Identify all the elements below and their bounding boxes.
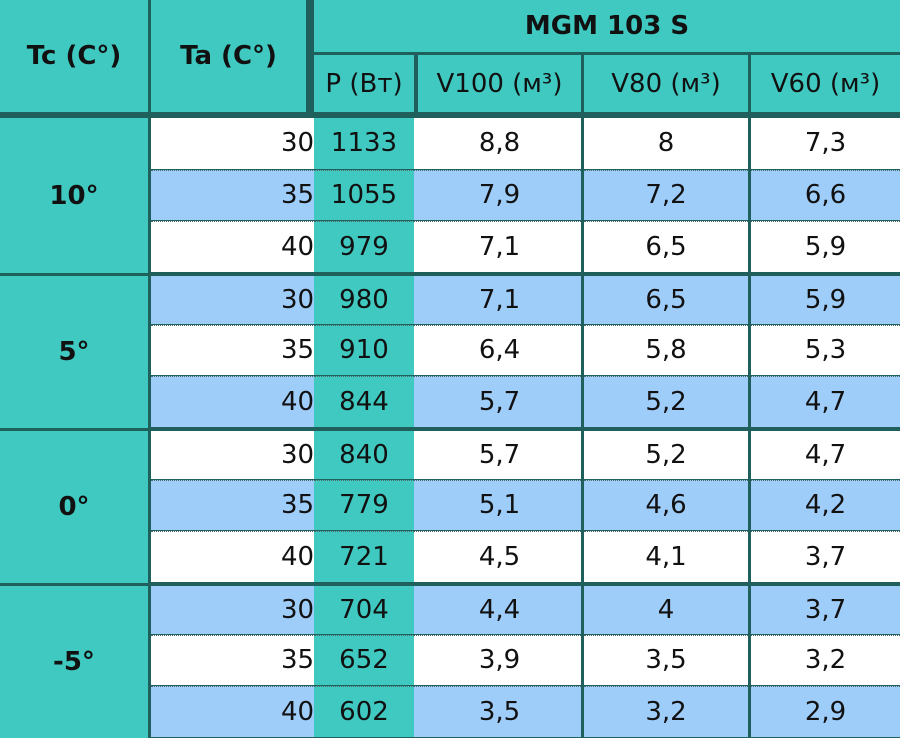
value-cell: 979 xyxy=(314,221,414,272)
value-cell: 5,2 xyxy=(584,431,748,479)
value-cell: 840 xyxy=(314,431,414,479)
value-cell: 7,1 xyxy=(418,276,581,324)
tc-group: 5° xyxy=(0,276,148,428)
value-cell: 4 xyxy=(584,586,748,634)
value-cell: 1055 xyxy=(314,169,414,221)
value-cell: 721 xyxy=(314,531,414,582)
value-cell: 3,7 xyxy=(751,586,900,634)
value-cell: 5,9 xyxy=(751,276,900,324)
value-cell: 5,1 xyxy=(418,479,581,531)
model-header: MGM 103 S xyxy=(314,0,900,52)
value-cell: 980 xyxy=(314,276,414,324)
value-cell: 4,7 xyxy=(751,376,900,427)
column-header: V60 (м³) xyxy=(751,55,900,112)
value-cell: 5,2 xyxy=(584,376,748,427)
value-cell: 8 xyxy=(584,118,748,169)
tc-group: 10° xyxy=(0,118,148,273)
value-cell: 779 xyxy=(314,479,414,531)
value-cell: 3,5 xyxy=(418,686,581,737)
value-cell: 4,1 xyxy=(584,531,748,582)
value-cell: 1133 xyxy=(314,118,414,169)
value-cell: 7,1 xyxy=(418,221,581,272)
value-cell: 4,6 xyxy=(584,479,748,531)
value-cell: 5,3 xyxy=(751,324,900,376)
value-cell: 910 xyxy=(314,324,414,376)
value-cell: 704 xyxy=(314,586,414,634)
value-cell: 4,2 xyxy=(751,479,900,531)
value-cell: 6,5 xyxy=(584,221,748,272)
column-header: V100 (м³) xyxy=(418,55,581,112)
value-cell: 3,5 xyxy=(584,634,748,686)
value-cell: 5,7 xyxy=(418,431,581,479)
column-header: V80 (м³) xyxy=(584,55,748,112)
value-cell: 3,2 xyxy=(584,686,748,737)
value-cell: 602 xyxy=(314,686,414,737)
value-cell: 4,4 xyxy=(418,586,581,634)
value-cell: 3,2 xyxy=(751,634,900,686)
value-cell: 4,7 xyxy=(751,431,900,479)
tc-header: Tc (C°) xyxy=(0,0,148,112)
value-cell: 5,8 xyxy=(584,324,748,376)
value-cell: 4,5 xyxy=(418,531,581,582)
value-cell: 6,4 xyxy=(418,324,581,376)
value-cell: 2,9 xyxy=(751,686,900,737)
value-cell: 3,9 xyxy=(418,634,581,686)
column-header: P (Вт) xyxy=(314,55,414,112)
value-cell: 8,8 xyxy=(418,118,581,169)
value-cell: 6,6 xyxy=(751,169,900,221)
tc-group: -5° xyxy=(0,586,148,738)
value-cell: 5,7 xyxy=(418,376,581,427)
value-cell: 844 xyxy=(314,376,414,427)
value-cell: 7,3 xyxy=(751,118,900,169)
ta-header: Ta (C°) xyxy=(151,0,306,112)
value-cell: 3,7 xyxy=(751,531,900,582)
value-cell: 7,9 xyxy=(418,169,581,221)
value-cell: 7,2 xyxy=(584,169,748,221)
tc-group: 0° xyxy=(0,431,148,583)
value-cell: 5,9 xyxy=(751,221,900,272)
value-cell: 652 xyxy=(314,634,414,686)
value-cell: 6,5 xyxy=(584,276,748,324)
